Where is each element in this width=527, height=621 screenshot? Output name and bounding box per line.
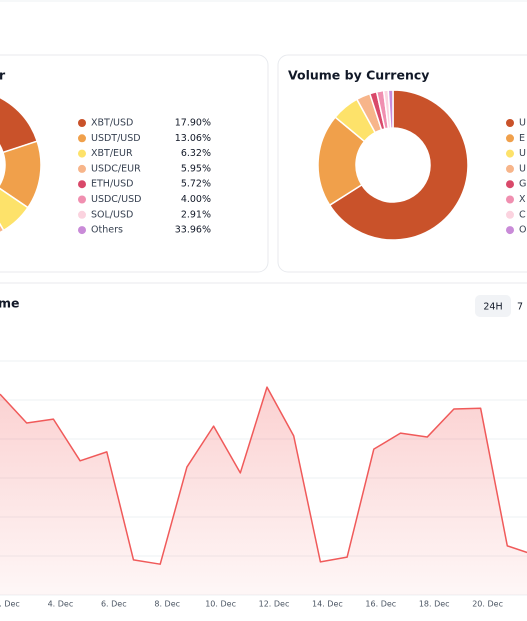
x-tick-label: 16. Dec [365,600,396,609]
donut-slice [387,89,394,129]
legend-value: 2.91% [181,209,211,220]
legend-value: 33.96% [175,225,211,236]
legend-label: ETH/USD [91,179,133,190]
legend-dot [506,134,514,143]
donut-slice [0,222,5,234]
x-tick-label: 12. Dec [259,600,290,609]
legend-label: G [519,179,526,190]
legend-label: USDT/USD [91,133,141,144]
legend-label: Others [91,225,123,236]
legend-label: USDC/EUR [91,163,141,174]
x-tick-label: 8. Dec [154,600,180,609]
legend-dot [78,164,86,173]
legend-value: 5.95% [181,163,211,174]
legend-label: E [519,133,525,144]
legend-dot [506,210,514,219]
legend-label: U [519,163,526,174]
legend-dot [506,149,514,158]
legend-dot [506,119,514,127]
x-tick-label: 6. Dec [101,600,127,609]
legend-dot [78,180,86,189]
legend-dot [506,195,514,204]
legend-label: C [519,209,526,220]
legend-dot [506,164,514,173]
chart-title: me [0,296,20,311]
legend-label: USDC/USD [91,194,141,205]
legend-dot [78,210,86,219]
legend-label: U [519,148,526,159]
legend-label: SOL/USD [91,209,133,220]
donut-slice [328,89,469,241]
legend-label: U [519,118,526,129]
legend-dot [78,195,86,204]
legend-label: X [519,194,526,205]
legend-dot [506,180,514,189]
legend-value: 5.72% [181,179,211,190]
legend-dot [78,134,86,143]
x-tick-label: 2. Dec [0,600,20,609]
legend-dot [78,119,86,127]
legend-value: 6.32% [181,148,211,159]
chart-title: Volume by Currency [288,68,429,83]
line [0,386,527,565]
legend-value: 13.06% [175,133,211,144]
legend-value: 4.00% [181,194,211,205]
card [0,54,269,273]
legend-dot [506,226,514,235]
chart-title: r [0,68,6,83]
range-button-label[interactable]: 7 [517,302,523,313]
donut-slice [0,187,29,232]
x-tick-label: 18. Dec [419,600,450,609]
area [0,387,527,595]
x-tick-label: 20. Dec [472,600,503,609]
x-tick-label: 10. Dec [205,600,236,609]
legend-value: 17.90% [175,118,211,129]
legend-dot [78,149,86,158]
legend-dot [78,226,86,235]
x-tick-label: 4. Dec [48,600,74,609]
range-button[interactable] [475,295,511,317]
legend-label: XBT/EUR [91,148,133,159]
legend-label: XBT/USD [91,118,133,129]
range-button-label[interactable]: 24H [483,302,502,313]
legend-label: O [519,225,526,236]
x-tick-label: 14. Dec [312,600,343,609]
